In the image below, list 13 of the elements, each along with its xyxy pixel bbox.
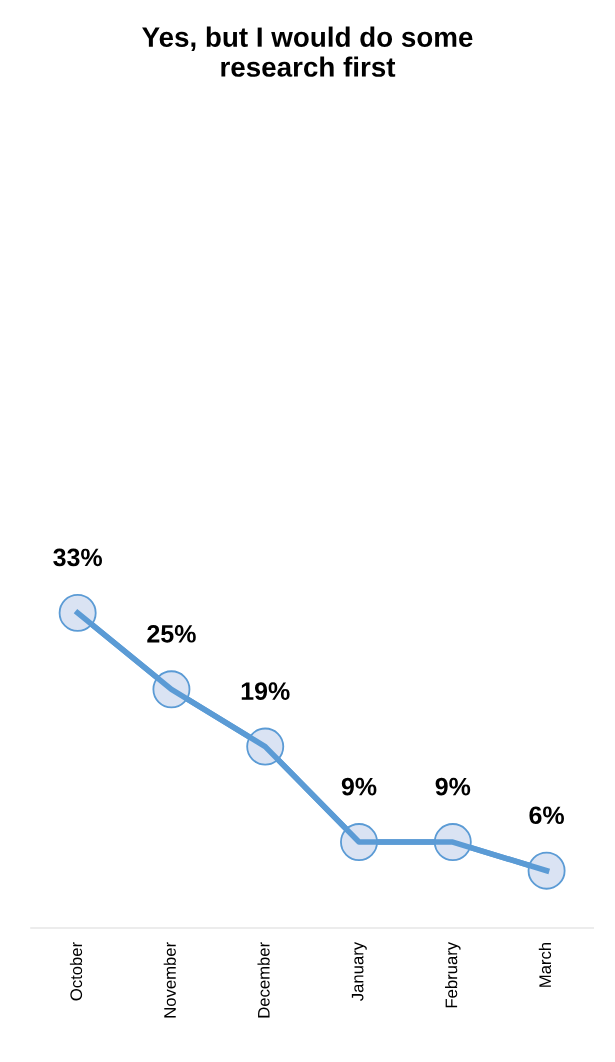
x-tick-label: December — [257, 942, 270, 1018]
x-tick-label: November — [163, 942, 176, 1018]
data-label: 9% — [341, 777, 377, 796]
data-label: 25% — [147, 624, 196, 643]
data-label: 19% — [241, 682, 290, 700]
x-tick-label: February — [445, 941, 461, 1008]
chart-title: Yes, but I would do some research first — [142, 26, 473, 77]
data-label: 6% — [529, 806, 564, 825]
x-tick-label: October — [69, 942, 83, 1001]
data-label: 9% — [435, 777, 471, 796]
x-tick-label: March — [538, 942, 552, 987]
data-label: 33% — [53, 548, 102, 567]
x-tick-label: January — [351, 941, 367, 1001]
